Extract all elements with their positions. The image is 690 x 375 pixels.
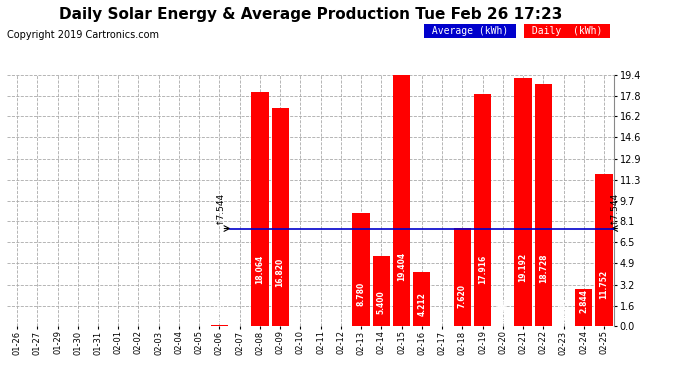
Text: 2.844: 2.844 <box>579 290 589 314</box>
Text: 4.212: 4.212 <box>417 292 426 316</box>
Text: Daily  (kWh): Daily (kWh) <box>526 26 608 36</box>
Text: 0.040: 0.040 <box>498 297 507 321</box>
Bar <box>393 75 410 326</box>
Text: 11.752: 11.752 <box>600 270 609 299</box>
Text: 7.620: 7.620 <box>457 285 467 309</box>
Text: Copyright 2019 Cartronics.com: Copyright 2019 Cartronics.com <box>7 30 159 40</box>
Text: 18.064: 18.064 <box>255 255 264 284</box>
Text: 18.728: 18.728 <box>539 253 548 283</box>
Text: 0.060: 0.060 <box>215 297 224 321</box>
Bar <box>413 272 431 326</box>
Text: 19.192: 19.192 <box>518 252 528 282</box>
Bar <box>535 84 552 326</box>
Text: 5.400: 5.400 <box>377 290 386 314</box>
Text: 17.916: 17.916 <box>478 255 487 285</box>
Bar <box>454 228 471 326</box>
Text: 19.404: 19.404 <box>397 252 406 281</box>
Bar <box>272 108 288 326</box>
Bar <box>515 78 531 326</box>
Bar <box>373 256 390 326</box>
Text: Average (kWh): Average (kWh) <box>426 26 514 36</box>
Bar <box>474 94 491 326</box>
Text: 0.056: 0.056 <box>559 297 568 321</box>
Text: ↑7.544: ↑7.544 <box>215 192 224 225</box>
Text: Daily Solar Energy & Average Production Tue Feb 26 17:23: Daily Solar Energy & Average Production … <box>59 8 562 22</box>
Text: 16.820: 16.820 <box>275 258 285 287</box>
Text: 8.780: 8.780 <box>357 282 366 306</box>
Text: ↑7.544: ↑7.544 <box>609 192 619 225</box>
Bar <box>595 174 613 326</box>
Bar <box>251 92 268 326</box>
Bar <box>575 290 592 326</box>
Bar <box>353 213 370 326</box>
